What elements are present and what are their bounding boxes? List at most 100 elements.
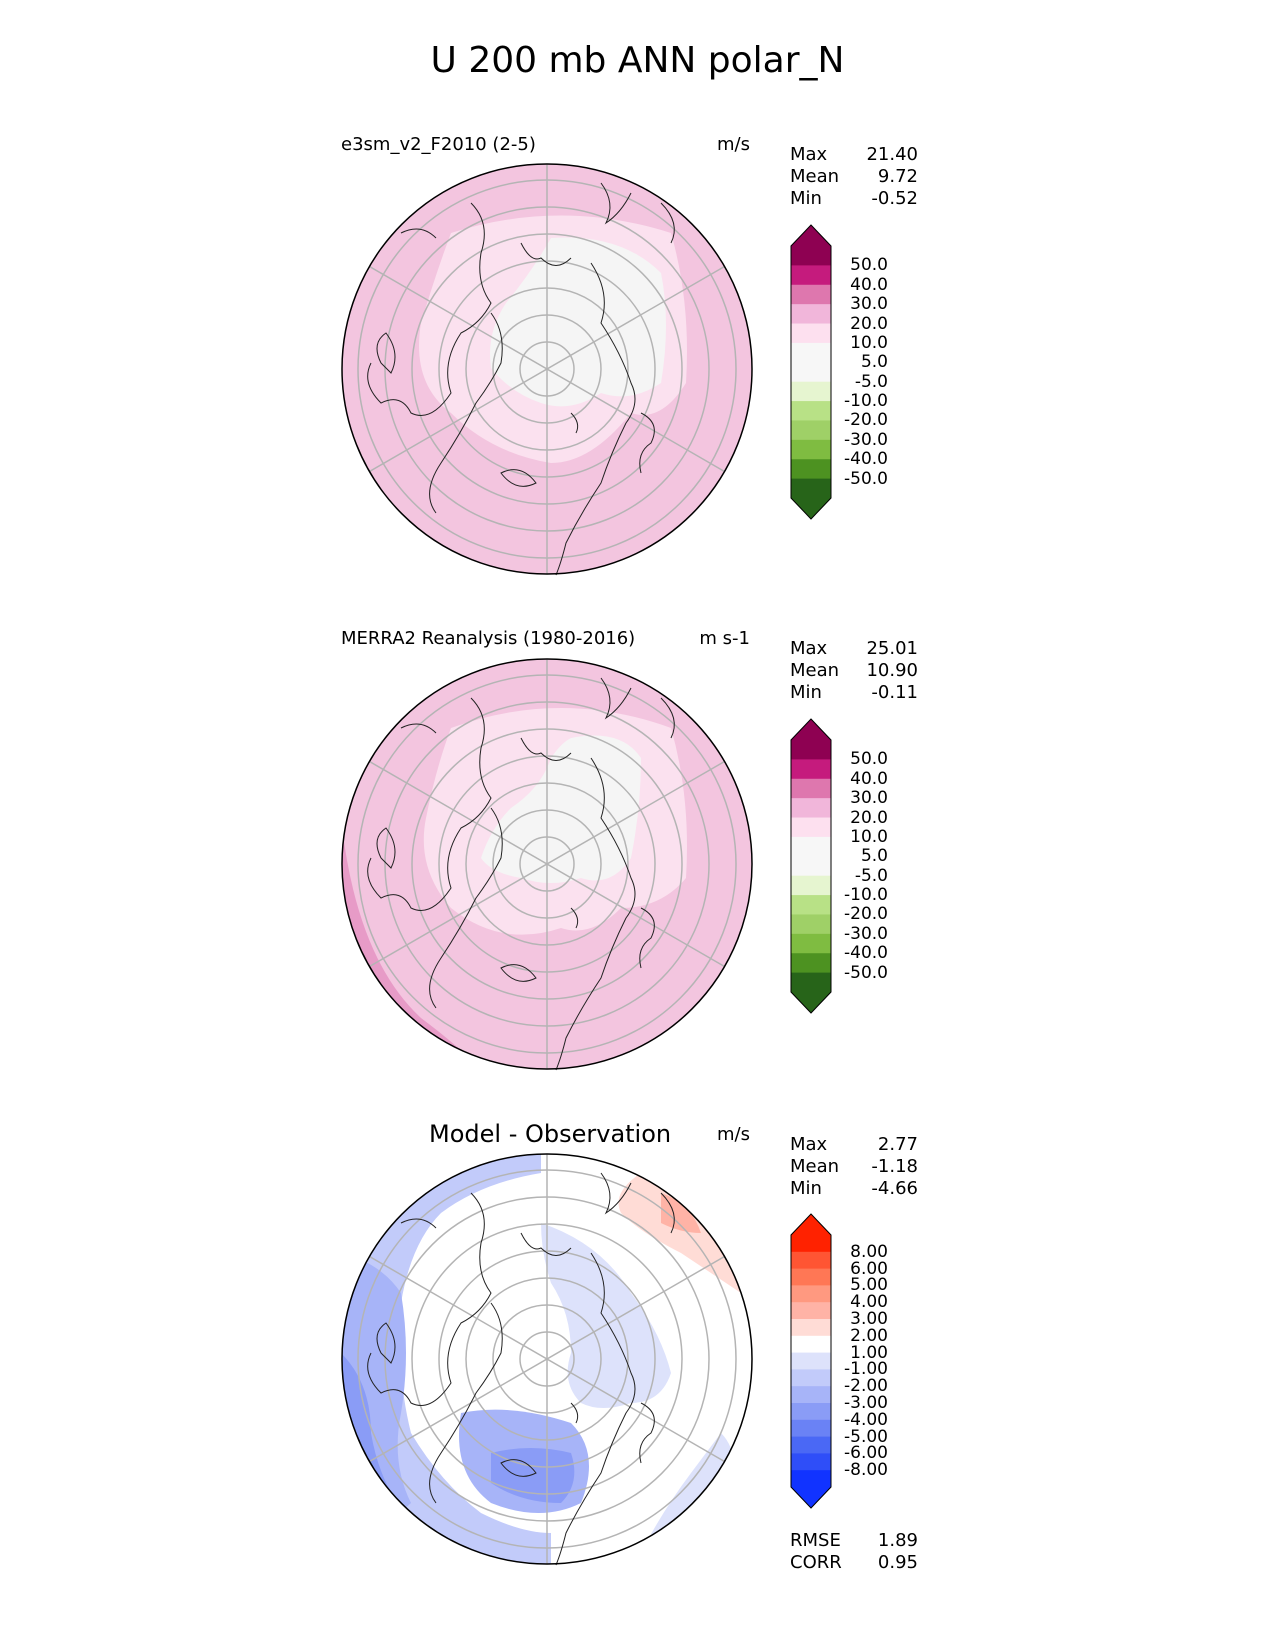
colorbar-segment [791, 246, 831, 266]
colorbar-tick-label: -3.00 [844, 1393, 888, 1413]
colorbar-segment [791, 972, 831, 993]
panel-3-polar-map [341, 1153, 753, 1566]
corr-value: 0.95 [877, 1552, 918, 1573]
colorbar-tick-label: 10.0 [850, 826, 888, 847]
field-below-5 [490, 237, 666, 407]
colorbar-tick-label: -6.00 [844, 1443, 888, 1464]
colorbar-segment [791, 1319, 831, 1337]
colorbar-tick-label: 10.0 [850, 332, 888, 353]
colorbar-extend-max [791, 719, 831, 740]
colorbar-tick-label: -40.0 [844, 943, 888, 964]
colorbar-tick-label: 50.0 [850, 749, 888, 770]
colorbar-tick-label: 5.0 [860, 352, 888, 373]
colorbar-segment [791, 284, 831, 305]
colorbar-segment [791, 304, 831, 325]
colorbar-extend-min [791, 498, 831, 519]
colorbar-segment [791, 953, 831, 974]
colorbar-extend-max [791, 1214, 831, 1235]
field-neg-1-2-east [641, 1433, 735, 1553]
rmse-value: 1.89 [877, 1530, 918, 1551]
colorbar-tick-label: -50.0 [844, 468, 888, 489]
panel-3-stats: Max 2.77 Mean -1.18 Min -4.66 [790, 1134, 918, 1200]
colorbar-tick-label: -4.00 [844, 1409, 888, 1430]
graticule [357, 1154, 737, 1564]
stat-min-label: Min [790, 1178, 822, 1199]
panel-3-skill-scores: RMSE 1.89 CORR 0.95 [790, 1530, 918, 1574]
graticule [357, 659, 737, 1069]
colorbar-segment [791, 1268, 831, 1286]
colorbar-tick-label: -10.0 [844, 885, 888, 906]
colorbar-tick-label: 30.0 [850, 788, 888, 809]
stat-max-label: Max [790, 1134, 828, 1155]
panel-1-label: e3sm_v2_F2010 (2-5) [341, 134, 536, 155]
colorbar-segment [791, 459, 831, 480]
colorbar-segment [791, 1436, 831, 1454]
colorbar-tick-label: -20.0 [844, 904, 888, 925]
panel-3-colorbar [790, 1213, 832, 1509]
colorbar-tick-label: 4.00 [850, 1292, 888, 1313]
colorbar-segment [791, 1386, 831, 1404]
colorbar-tick-label: 20.0 [850, 807, 888, 828]
stat-mean-value: 9.72 [877, 166, 918, 187]
colorbar-tick-label: -2.00 [844, 1376, 888, 1397]
colorbar-segment [791, 798, 831, 819]
colorbar-tick-label: -5.0 [854, 371, 888, 392]
colorbar-tick-label: -1.00 [844, 1359, 888, 1380]
map-boundary [341, 1153, 753, 1565]
coastlines [367, 182, 675, 576]
colorbar-segment [791, 323, 831, 344]
colorbar-segment [791, 1403, 831, 1421]
colorbar-tick-label: 20.0 [850, 313, 888, 334]
colorbar-segment [791, 1235, 831, 1253]
colorbar-extend-min [791, 1487, 831, 1508]
colorbar-tick-label: 40.0 [850, 768, 888, 789]
colorbar-segment [791, 439, 831, 460]
stat-max-label: Max [790, 144, 828, 165]
stat-mean-value: -1.18 [871, 1156, 918, 1177]
colorbar-segment [791, 836, 831, 857]
panel-2-colorbar [790, 718, 832, 1014]
colorbar-segment [791, 1453, 831, 1471]
stat-mean-label: Mean [790, 166, 840, 187]
colorbar-segment [791, 342, 831, 363]
colorbar-segment [791, 914, 831, 935]
colorbar-tick-label: 5.0 [860, 846, 888, 867]
colorbar-segment [791, 1335, 831, 1354]
colorbar-segment [791, 778, 831, 799]
stat-min-value: -0.11 [871, 682, 918, 703]
colorbar-tick-label: 3.00 [850, 1309, 888, 1329]
stat-max-value: 21.40 [866, 144, 918, 165]
colorbar-outline [790, 718, 832, 1014]
colorbar-tick-label: 1.00 [850, 1342, 888, 1363]
stat-mean-label: Mean [790, 660, 840, 681]
colorbar-segment [791, 1352, 831, 1370]
stat-max-label: Max [790, 638, 828, 659]
colorbar-segment [791, 478, 831, 499]
stat-mean-label: Mean [790, 1156, 840, 1177]
map-boundary [341, 658, 753, 1070]
colorbar-segment [791, 1419, 831, 1438]
stat-mean-value: 10.90 [866, 660, 918, 681]
colorbar-tick-label: 40.0 [850, 274, 888, 295]
panel-2-units: m s-1 [699, 628, 750, 649]
panel-3-units: m/s [717, 1124, 750, 1145]
panel-1-stats: Max 21.40 Mean 9.72 Min -0.52 [790, 144, 918, 210]
panel-1-polar-map [341, 163, 753, 576]
colorbar-tick-label: -50.0 [844, 962, 888, 983]
panel-3-label: Model - Observation [429, 1120, 672, 1148]
colorbar-tick-label: -5.0 [854, 865, 888, 886]
colorbar-segment [791, 420, 831, 441]
coastlines [367, 1172, 675, 1566]
panel-3-colorbar-ticks: 8.00 6.00 5.00 4.00 3.00 2.00 1.00 -1.00 -2.00 -3… [832, 1213, 888, 1509]
colorbar-tick-label: 6.00 [850, 1258, 888, 1279]
colorbar-tick-label: -30.0 [844, 923, 888, 944]
colorbar-tick-label: -8.00 [844, 1460, 888, 1481]
stat-max-value: 25.01 [866, 638, 918, 659]
colorbar-tick-label: -30.0 [844, 429, 888, 450]
stat-max-value: 2.77 [877, 1134, 918, 1155]
panel-2-label: MERRA2 Reanalysis (1980-2016) [341, 628, 636, 649]
panel-1-colorbar-ticks: 50.0 40.0 30.0 20.0 10.0 5.0 -5.0 -10.0 -20.0 -30… [832, 224, 888, 520]
colorbar-segment [791, 1302, 831, 1320]
panel-1-colorbar [790, 224, 832, 520]
colorbar-tick-label: 8.00 [850, 1241, 888, 1262]
